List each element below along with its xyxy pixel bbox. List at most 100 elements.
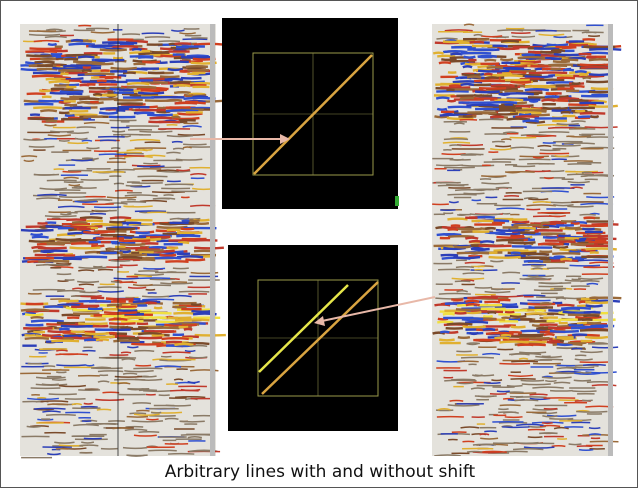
reflector <box>540 282 563 285</box>
reflector <box>77 280 100 284</box>
reflector <box>45 28 63 31</box>
reflector <box>183 327 193 331</box>
reflector <box>132 283 153 287</box>
reflector <box>170 46 199 50</box>
reflector <box>437 408 451 411</box>
reflector <box>122 372 138 375</box>
reflector <box>437 320 454 324</box>
reflector <box>525 169 551 173</box>
reflector <box>463 55 476 59</box>
reflector <box>112 427 132 430</box>
reflector <box>482 314 494 318</box>
reflector <box>114 375 143 378</box>
reflector <box>451 277 485 280</box>
reflector <box>464 236 479 240</box>
reflector <box>76 126 96 129</box>
reflector <box>122 71 136 75</box>
reflector <box>532 386 564 389</box>
reflector <box>154 197 176 200</box>
reflector <box>575 315 602 320</box>
reflector <box>40 109 58 113</box>
reflector <box>591 346 619 349</box>
reflector <box>573 127 587 130</box>
reflector <box>453 255 481 260</box>
reflector <box>515 104 531 109</box>
reflector <box>119 242 146 247</box>
reflector <box>528 198 549 201</box>
reflector <box>507 374 534 377</box>
reflector <box>73 423 99 427</box>
reflector <box>71 403 83 406</box>
reflector <box>580 371 592 374</box>
reflector <box>56 371 67 374</box>
reflector <box>186 54 209 58</box>
reflector <box>448 200 459 204</box>
reflector <box>510 251 521 255</box>
reflector <box>176 318 210 322</box>
reflector <box>495 228 525 232</box>
reflector <box>114 189 133 192</box>
reflector <box>97 290 124 293</box>
reflector <box>513 441 539 445</box>
reflector <box>432 331 446 335</box>
reflector <box>176 234 201 238</box>
reflector <box>510 146 535 149</box>
reflector <box>95 398 125 402</box>
reflector <box>447 228 459 232</box>
reflector <box>63 181 84 184</box>
reflector <box>184 349 196 353</box>
reflector <box>177 241 190 245</box>
reflector <box>474 90 500 94</box>
reflector <box>487 311 497 315</box>
reflector <box>493 248 522 252</box>
reflector <box>96 408 112 411</box>
reflector <box>591 384 617 387</box>
reflector <box>466 103 499 107</box>
reflector <box>442 232 456 237</box>
reflector <box>144 36 171 39</box>
reflector <box>24 313 44 317</box>
reflector <box>156 225 188 230</box>
reflector <box>81 69 92 73</box>
reflector <box>25 50 58 54</box>
reflector <box>526 204 557 207</box>
reflector <box>578 448 594 451</box>
reflector <box>179 32 196 35</box>
reflector <box>28 33 61 37</box>
reflector <box>137 249 164 252</box>
reflector <box>175 158 203 161</box>
reflector <box>462 325 486 329</box>
reflector <box>515 115 540 119</box>
reflector <box>92 92 103 97</box>
reflector <box>508 318 521 322</box>
reflector <box>79 97 100 101</box>
reflector <box>485 331 514 335</box>
reflector <box>137 165 165 168</box>
reflector <box>462 272 485 275</box>
reflector <box>497 47 520 51</box>
reflector <box>588 90 612 94</box>
reflector <box>121 221 142 225</box>
reflector <box>542 106 571 110</box>
reflector <box>437 54 456 58</box>
reflector <box>519 278 552 281</box>
reflector <box>518 113 532 117</box>
reflector <box>134 273 164 276</box>
arbitrary-line <box>253 54 373 175</box>
reflector <box>495 109 516 113</box>
reflector <box>527 275 539 278</box>
reflector <box>574 70 587 74</box>
reflector <box>494 336 510 340</box>
reflector <box>56 349 68 352</box>
reflector <box>504 416 523 419</box>
reflector <box>497 29 524 32</box>
reflector <box>529 393 548 396</box>
reflector <box>190 173 207 176</box>
reflector <box>33 106 63 110</box>
reflector <box>556 123 579 126</box>
reflector <box>537 144 552 148</box>
arbitrary-line <box>261 281 379 395</box>
reflector <box>131 47 143 52</box>
reflector <box>110 259 131 262</box>
reflector <box>456 290 468 293</box>
